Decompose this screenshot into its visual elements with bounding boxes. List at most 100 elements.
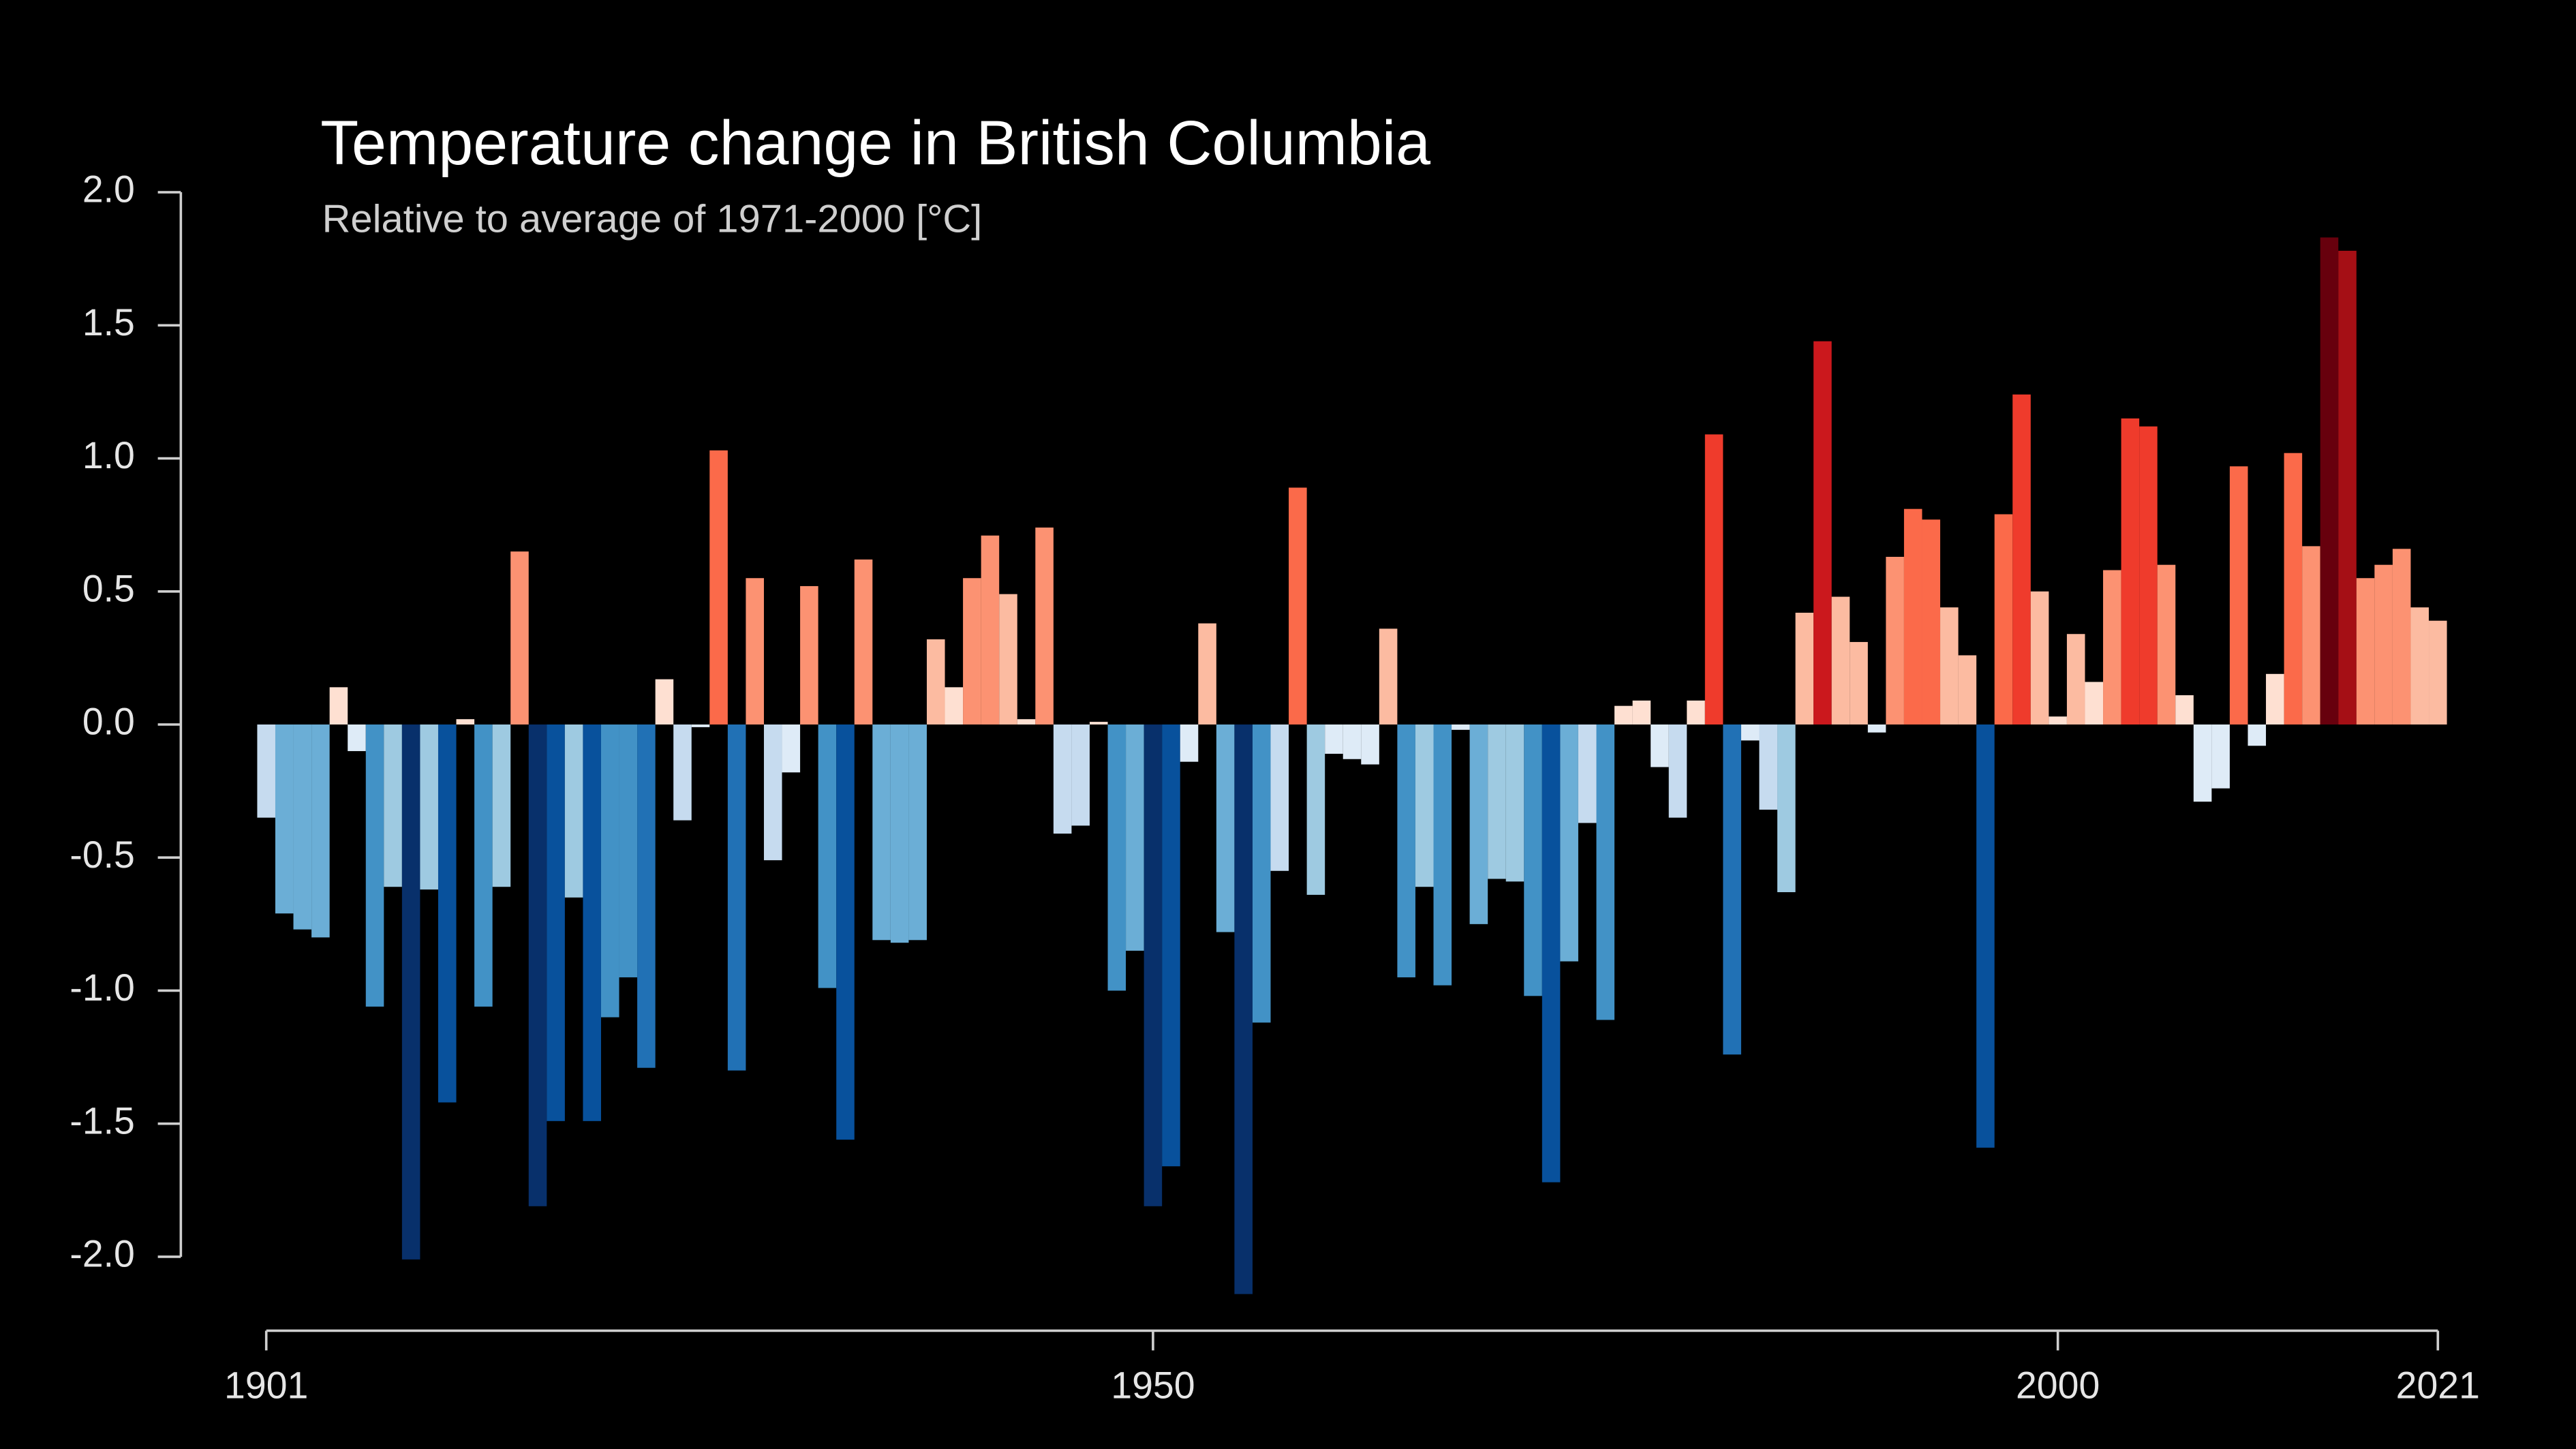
bar xyxy=(691,724,710,727)
bar xyxy=(456,719,475,724)
y-tick-label: 1.5 xyxy=(82,301,135,344)
bar xyxy=(2229,466,2248,724)
bar xyxy=(1723,724,1741,1055)
bar xyxy=(2085,682,2104,724)
bar xyxy=(1704,434,1723,724)
bar xyxy=(1813,341,1832,724)
bar xyxy=(1089,722,1108,724)
bar xyxy=(890,724,909,943)
bar xyxy=(673,724,692,821)
bar xyxy=(1071,724,1090,826)
bar xyxy=(2302,546,2320,724)
bar xyxy=(2429,620,2447,724)
bar xyxy=(981,535,1000,724)
bar xyxy=(1035,528,1054,724)
bar xyxy=(547,724,565,1121)
bar xyxy=(1306,724,1325,895)
bar xyxy=(1560,724,1578,962)
bar xyxy=(2320,237,2339,724)
bar xyxy=(836,724,855,1140)
x-tick-label: 2021 xyxy=(2396,1364,2480,1406)
bar xyxy=(1867,724,1886,733)
bar xyxy=(945,687,964,724)
bar xyxy=(311,724,330,938)
bar xyxy=(727,724,746,1071)
y-tick-label: 2.0 xyxy=(82,168,135,211)
bar xyxy=(818,724,837,988)
bar xyxy=(2248,724,2267,746)
bar xyxy=(384,724,402,887)
bar xyxy=(1687,700,1705,724)
y-tick-label: -1.0 xyxy=(70,966,134,1009)
bar xyxy=(1053,724,1072,834)
bar xyxy=(1632,700,1651,724)
bar xyxy=(2139,426,2158,724)
bar xyxy=(2211,724,2230,789)
bar xyxy=(365,724,384,1007)
bar xyxy=(800,585,818,724)
bar xyxy=(1886,556,1904,724)
bar xyxy=(782,724,801,773)
bar xyxy=(1958,655,1977,724)
bar xyxy=(854,559,873,724)
bar xyxy=(564,724,583,898)
bar xyxy=(1433,724,1452,986)
bar xyxy=(1415,724,1434,887)
bar xyxy=(619,724,638,977)
bar xyxy=(2066,634,2085,724)
bar xyxy=(1903,508,1922,724)
bar xyxy=(293,724,312,930)
chart-subtitle: Relative to average of 1971-2000 [°C] xyxy=(322,198,983,241)
y-tick-label: -2.0 xyxy=(70,1233,134,1275)
bar xyxy=(1144,724,1163,1206)
bar xyxy=(1505,724,1524,882)
bar xyxy=(583,724,601,1121)
bar xyxy=(2284,453,2303,724)
chart-title: Temperature change in British Columbia xyxy=(320,108,1430,178)
bar xyxy=(2338,250,2357,724)
y-tick-label: 1.0 xyxy=(82,434,135,476)
bar xyxy=(1126,724,1144,951)
bar xyxy=(1162,724,1180,1167)
bar xyxy=(492,724,511,887)
bar xyxy=(348,724,366,752)
bar xyxy=(1994,514,2013,724)
bar xyxy=(1379,628,1398,724)
bar xyxy=(1596,724,1615,1020)
bar xyxy=(2012,394,2031,724)
bar xyxy=(1216,724,1235,932)
bar xyxy=(1940,607,1959,724)
bar xyxy=(1270,724,1289,871)
bar xyxy=(1469,724,1488,924)
bar xyxy=(1234,724,1253,1294)
x-tick-label: 1950 xyxy=(1111,1364,1195,1406)
bar xyxy=(872,724,891,941)
bar xyxy=(275,724,294,914)
bar xyxy=(1614,705,1633,724)
bar xyxy=(1741,724,1760,741)
bar xyxy=(1198,623,1216,724)
bar xyxy=(1831,596,1850,724)
bar xyxy=(1578,724,1597,823)
y-tick-label: 0.0 xyxy=(82,701,135,743)
bar xyxy=(1668,724,1687,818)
bar xyxy=(600,724,619,1018)
bar xyxy=(1397,724,1415,977)
bar xyxy=(637,724,656,1068)
bar xyxy=(1107,724,1126,991)
bar xyxy=(2410,607,2429,724)
bar xyxy=(510,551,529,724)
bar xyxy=(655,679,674,724)
bar xyxy=(2157,564,2176,724)
bar xyxy=(2030,591,2049,724)
bar xyxy=(2392,549,2411,724)
bar xyxy=(1976,724,1995,1148)
bar xyxy=(474,724,493,1007)
bar xyxy=(1252,724,1271,1023)
bar xyxy=(257,724,275,818)
bar xyxy=(2175,695,2194,724)
bar xyxy=(2103,570,2121,724)
y-tick-label: -0.5 xyxy=(70,834,134,876)
bar xyxy=(2356,578,2375,724)
